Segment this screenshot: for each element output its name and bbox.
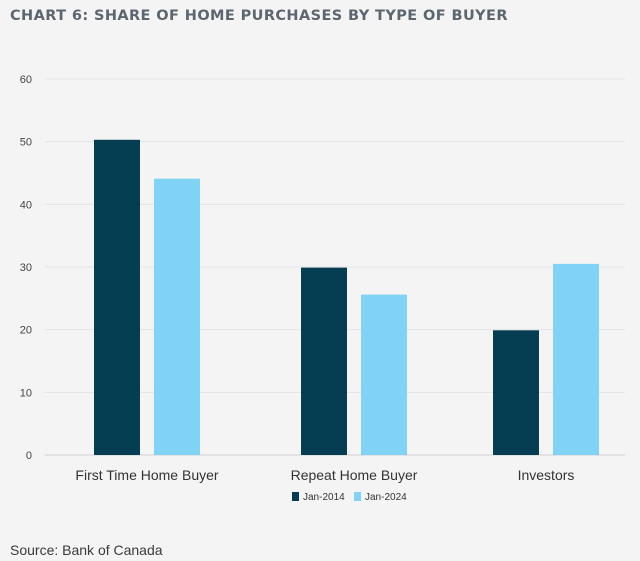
- x-axis-labels: First Time Home Buyer Repeat Home Buyer In…: [75, 467, 574, 483]
- legend: Jan-2014 Jan-2024: [292, 492, 407, 503]
- y-tick-label: 10: [20, 387, 32, 399]
- chart-title: CHART 6: SHARE OF HOME PURCHASES BY TYPE…: [10, 8, 508, 24]
- legend-swatch: [292, 492, 299, 501]
- legend-swatch: [354, 492, 361, 501]
- source-note: Source: Bank of Canada: [10, 542, 163, 558]
- bar-jan-2024: [553, 263, 599, 455]
- y-tick-label: 50: [20, 137, 32, 149]
- y-axis-ticks: 0 10 20 30 40 50 60: [20, 74, 32, 462]
- x-tick-label: First Time Home Buyer: [75, 467, 218, 483]
- bar-jan-2014: [301, 267, 347, 455]
- x-tick-label: Investors: [518, 467, 575, 483]
- y-tick-label: 0: [26, 450, 32, 462]
- legend-label: Jan-2014: [303, 492, 345, 503]
- y-tick-label: 40: [20, 199, 32, 211]
- legend-label: Jan-2024: [365, 492, 407, 503]
- y-tick-label: 30: [20, 262, 32, 274]
- bar-jan-2014: [94, 139, 140, 455]
- y-tick-label: 20: [20, 325, 32, 337]
- bar-jan-2014: [493, 330, 539, 455]
- bar-jan-2024: [361, 294, 407, 455]
- bar-jan-2024: [154, 178, 200, 455]
- x-tick-label: Repeat Home Buyer: [291, 467, 418, 483]
- bars: [94, 139, 599, 455]
- y-tick-label: 60: [20, 74, 32, 86]
